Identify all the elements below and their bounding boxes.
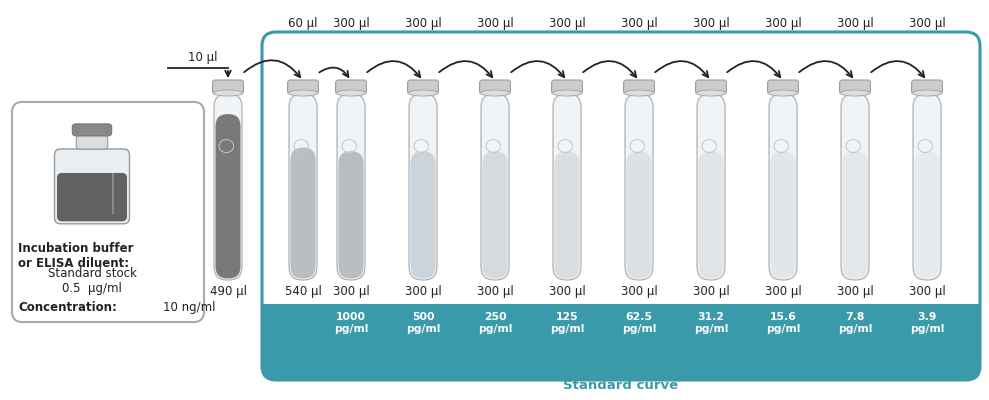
Text: 300 μl: 300 μl [621,285,658,298]
Text: 300 μl: 300 μl [621,17,658,30]
Text: 300 μl: 300 μl [405,17,441,30]
Text: 300 μl: 300 μl [332,285,369,298]
FancyBboxPatch shape [338,151,364,278]
FancyBboxPatch shape [54,149,130,224]
Text: 490 μl: 490 μl [210,285,246,298]
Text: 300 μl: 300 μl [764,17,801,30]
FancyBboxPatch shape [695,80,726,94]
FancyBboxPatch shape [480,80,510,94]
FancyBboxPatch shape [76,136,108,149]
FancyBboxPatch shape [289,94,317,280]
Text: 300 μl: 300 μl [909,285,945,298]
FancyBboxPatch shape [410,151,435,278]
FancyBboxPatch shape [262,304,980,380]
FancyBboxPatch shape [481,94,509,280]
Text: 300 μl: 300 μl [837,17,873,30]
FancyBboxPatch shape [214,94,242,280]
Text: 300 μl: 300 μl [549,285,585,298]
FancyBboxPatch shape [915,151,940,278]
Bar [262,304,980,366]
Text: 300 μl: 300 μl [692,285,729,298]
FancyBboxPatch shape [288,80,318,94]
Text: 300 μl: 300 μl [909,17,945,30]
Text: 500
pg/ml: 500 pg/ml [405,312,440,334]
Text: 300 μl: 300 μl [332,17,369,30]
FancyBboxPatch shape [407,80,438,94]
Text: 62.5
pg/ml: 62.5 pg/ml [622,312,656,334]
Text: 300 μl: 300 μl [477,285,513,298]
Text: 31.2
pg/ml: 31.2 pg/ml [694,312,728,334]
Ellipse shape [408,90,438,96]
FancyBboxPatch shape [57,173,127,221]
Ellipse shape [912,90,942,96]
Text: 300 μl: 300 μl [549,17,585,30]
FancyBboxPatch shape [913,94,941,280]
FancyBboxPatch shape [337,94,365,280]
Ellipse shape [336,90,366,96]
Ellipse shape [768,90,798,96]
FancyBboxPatch shape [770,151,795,278]
Text: 3.9
pg/ml: 3.9 pg/ml [910,312,944,334]
FancyBboxPatch shape [626,151,652,278]
Text: 7.8
pg/ml: 7.8 pg/ml [838,312,872,334]
FancyBboxPatch shape [335,80,366,94]
Text: Concentration:: Concentration: [18,301,117,314]
Ellipse shape [841,90,869,96]
FancyBboxPatch shape [552,80,583,94]
Text: 540 μl: 540 μl [285,285,321,298]
FancyBboxPatch shape [216,114,240,278]
Ellipse shape [696,90,726,96]
Ellipse shape [552,90,582,96]
Text: 125
pg/ml: 125 pg/ml [550,312,584,334]
Text: 1000
pg/ml: 1000 pg/ml [334,312,368,334]
FancyBboxPatch shape [769,94,797,280]
FancyBboxPatch shape [841,94,869,280]
FancyBboxPatch shape [553,94,581,280]
FancyBboxPatch shape [624,80,655,94]
Ellipse shape [289,90,317,96]
FancyBboxPatch shape [409,94,437,280]
Text: 60 μl: 60 μl [288,17,317,30]
Text: 10 ng/ml: 10 ng/ml [163,301,216,314]
FancyBboxPatch shape [213,80,243,94]
FancyBboxPatch shape [912,80,943,94]
FancyBboxPatch shape [767,80,798,94]
FancyBboxPatch shape [291,148,315,278]
Text: Standard stock
0.5  μg/ml: Standard stock 0.5 μg/ml [47,267,136,295]
Text: 10 μl: 10 μl [188,51,218,64]
FancyBboxPatch shape [697,94,725,280]
Text: 300 μl: 300 μl [405,285,441,298]
Text: 300 μl: 300 μl [692,17,729,30]
Text: Incubation buffer
or ELISA diluent:: Incubation buffer or ELISA diluent: [18,242,134,270]
FancyBboxPatch shape [698,151,724,278]
FancyBboxPatch shape [840,80,870,94]
Text: 300 μl: 300 μl [837,285,873,298]
FancyBboxPatch shape [72,124,112,136]
FancyBboxPatch shape [843,151,867,278]
Ellipse shape [481,90,509,96]
Text: 250
pg/ml: 250 pg/ml [478,312,512,334]
FancyBboxPatch shape [625,94,653,280]
FancyBboxPatch shape [483,151,507,278]
Text: 15.6
pg/ml: 15.6 pg/ml [765,312,800,334]
Text: 300 μl: 300 μl [764,285,801,298]
Ellipse shape [214,90,242,96]
FancyBboxPatch shape [555,151,580,278]
Text: 300 μl: 300 μl [477,17,513,30]
Text: Standard curve: Standard curve [564,379,678,392]
Ellipse shape [624,90,654,96]
